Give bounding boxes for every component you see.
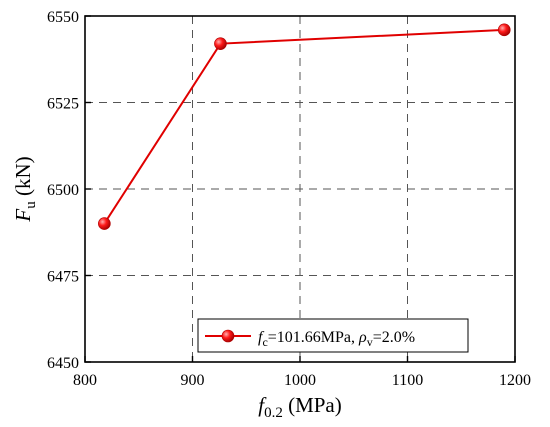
x-tick-label: 800 (73, 372, 97, 389)
x-tick-label: 1200 (499, 372, 531, 389)
legend: fc=101.66MPa, ρv=2.0% (197, 318, 469, 353)
data-point (98, 217, 111, 230)
tick-labels: 800 900 1000 1100 1200 6450 6475 6500 6525 6550 (47, 9, 531, 389)
x-tick-label: 1100 (392, 372, 423, 389)
legend-label: fc=101.66MPa, ρv=2.0% (258, 329, 415, 349)
grid-lines (85, 16, 515, 362)
y-tick-label: 6500 (47, 182, 79, 199)
axis-ticks (84, 15, 516, 363)
data-series (98, 23, 511, 230)
y-tick-label: 6525 (47, 96, 79, 113)
legend-marker-sample (221, 329, 235, 343)
y-tick-label: 6475 (47, 269, 79, 286)
y-tick-label: 6550 (47, 9, 79, 26)
x-tick-label: 1000 (284, 372, 316, 389)
x-tick-label: 900 (181, 372, 205, 389)
x-axis-title: f0.2 (MPa) (258, 393, 342, 421)
series-line (103, 28, 505, 225)
data-point (214, 37, 227, 50)
data-point (497, 23, 511, 37)
y-axis-title: Fu (kN) (11, 156, 39, 222)
y-tick-label: 6450 (47, 355, 79, 372)
